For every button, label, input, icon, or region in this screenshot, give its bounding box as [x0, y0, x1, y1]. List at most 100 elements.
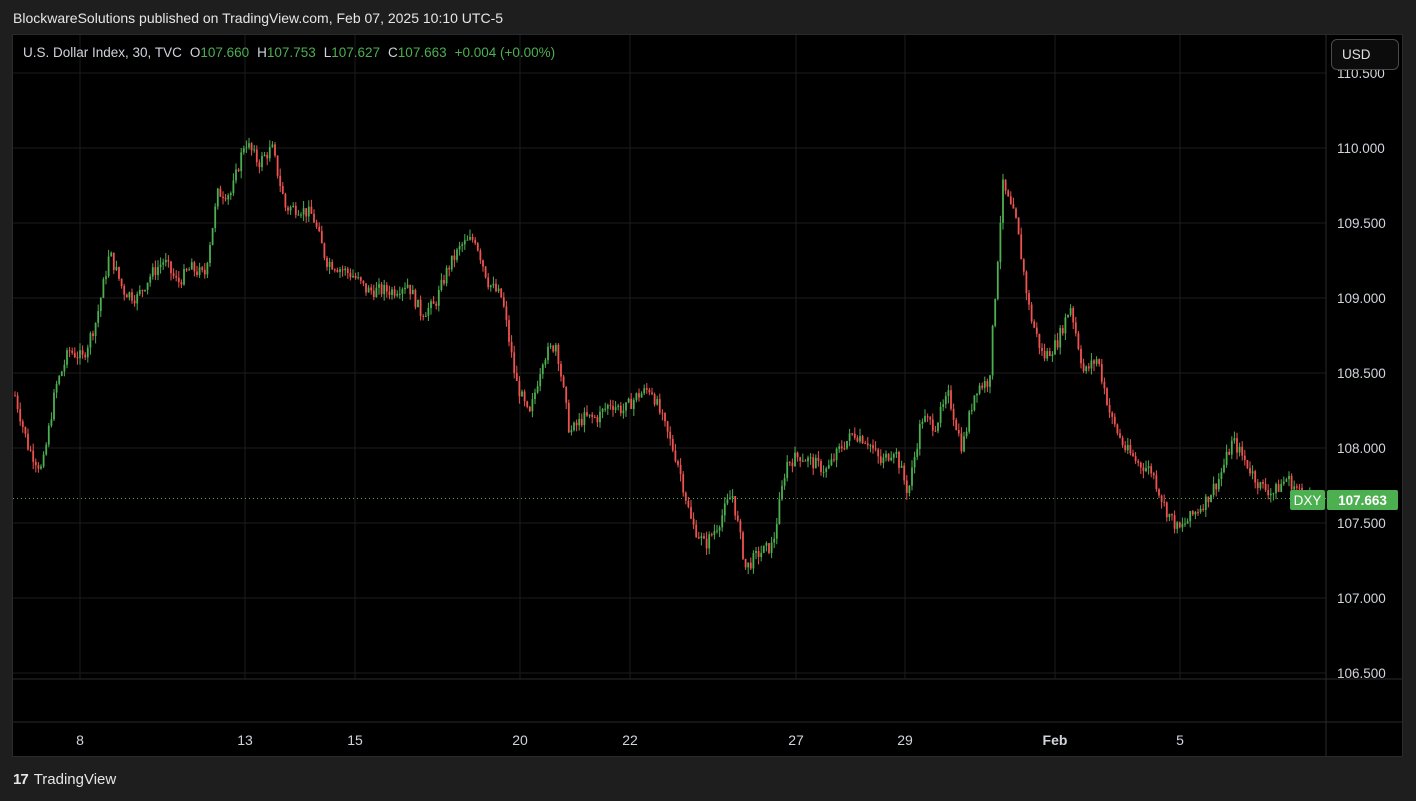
candle-body	[203, 269, 206, 275]
candle-body	[799, 457, 802, 462]
candle-body	[588, 414, 591, 416]
candle-body	[198, 267, 201, 275]
candle-body	[801, 460, 804, 462]
candle-body	[94, 322, 97, 336]
candle-body	[508, 320, 510, 342]
candle-body	[177, 277, 180, 283]
candle-body	[575, 422, 578, 426]
candle-body	[1204, 496, 1207, 510]
candle-body	[157, 266, 159, 275]
candle-body	[848, 433, 851, 441]
candle-body	[302, 208, 305, 215]
candle-body	[222, 196, 224, 199]
candle-body	[736, 515, 739, 521]
candle-body	[1165, 502, 1168, 518]
candle-body	[60, 371, 63, 376]
candle-body	[1061, 328, 1064, 334]
candle-body	[573, 422, 575, 431]
candle-body	[1217, 479, 1220, 490]
candle-body	[817, 457, 820, 462]
candle-body	[110, 252, 113, 257]
candle-body	[908, 485, 911, 493]
candle-body	[760, 552, 763, 558]
candle-body	[479, 250, 482, 261]
candle-body	[583, 412, 586, 426]
candle-body	[773, 538, 776, 543]
y-tick-label: 108.000	[1337, 441, 1386, 456]
candle-body	[357, 277, 360, 279]
candle-body	[996, 262, 999, 300]
candle-body	[783, 478, 786, 486]
candle-body	[1288, 475, 1290, 480]
candle-body	[513, 352, 516, 374]
candle-body	[1116, 424, 1119, 434]
candle-body	[123, 286, 126, 295]
candle-body	[807, 457, 809, 462]
candle-body	[929, 417, 932, 420]
candle-body	[214, 206, 217, 229]
candle-body	[66, 350, 68, 365]
candle-body	[1020, 234, 1023, 260]
candle-body	[32, 450, 35, 462]
candle-body	[921, 421, 924, 424]
candle-body	[367, 287, 370, 293]
candle-body	[557, 344, 560, 365]
candle-body	[422, 315, 425, 317]
candle-body	[625, 402, 627, 411]
tradingview-logo[interactable]: 17 TradingView	[13, 769, 116, 789]
legend-open-label: O	[189, 45, 201, 60]
candle-body	[183, 269, 185, 285]
candle-body	[58, 375, 61, 384]
candle-body	[822, 471, 825, 473]
candle-body	[599, 411, 601, 423]
candle-body	[21, 421, 24, 427]
candle-body	[476, 243, 479, 251]
publisher-header: BlockwareSolutions published on TradingV…	[13, 10, 504, 26]
candle-body	[1173, 515, 1176, 529]
candle-body	[874, 448, 877, 450]
candle-body	[463, 240, 466, 245]
candle-body	[1272, 493, 1275, 495]
candle-body	[229, 193, 232, 196]
candle-body	[495, 283, 497, 292]
candle-body	[887, 453, 890, 461]
candle-body	[744, 558, 747, 568]
candle-body	[79, 350, 81, 359]
candle-body	[669, 431, 672, 439]
candle-body	[578, 419, 581, 426]
y-tick-label: 109.000	[1337, 291, 1386, 306]
candle-body	[279, 175, 282, 187]
candle-body	[713, 531, 716, 535]
candle-body	[359, 277, 362, 281]
candle-body	[151, 267, 154, 277]
candle-body	[320, 231, 323, 244]
candle-body	[313, 213, 315, 223]
candle-body	[242, 148, 245, 153]
candle-body	[809, 457, 812, 459]
candle-body	[825, 468, 828, 472]
candle-body	[489, 285, 492, 288]
candle-body	[167, 259, 170, 262]
candle-body	[458, 245, 461, 250]
candle-body	[1064, 317, 1067, 334]
candle-body	[882, 457, 885, 464]
currency-button[interactable]: USD	[1331, 39, 1399, 70]
legend-high-label: H	[257, 45, 267, 60]
candle-body	[861, 436, 864, 444]
candle-body	[268, 147, 271, 159]
candle-body	[905, 480, 908, 493]
candle-body	[411, 289, 414, 295]
candle-body	[453, 255, 456, 260]
candle-body	[271, 144, 274, 148]
candle-body	[307, 206, 310, 217]
candle-body	[1215, 483, 1218, 490]
candle-body	[1085, 366, 1088, 372]
candle-body	[916, 448, 919, 458]
candle-body	[944, 396, 947, 405]
candle-body	[614, 407, 617, 410]
candle-body	[960, 433, 963, 452]
candle-body	[159, 264, 162, 267]
candle-body	[362, 280, 365, 284]
candle-body	[1233, 438, 1236, 441]
